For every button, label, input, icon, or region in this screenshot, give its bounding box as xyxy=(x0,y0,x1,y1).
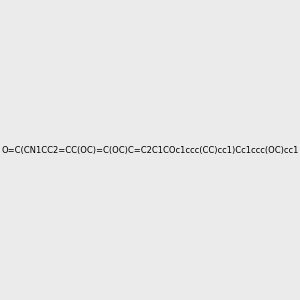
Text: O=C(CN1CC2=CC(OC)=C(OC)C=C2C1COc1ccc(CC)cc1)Cc1ccc(OC)cc1: O=C(CN1CC2=CC(OC)=C(OC)C=C2C1COc1ccc(CC)… xyxy=(1,146,299,154)
